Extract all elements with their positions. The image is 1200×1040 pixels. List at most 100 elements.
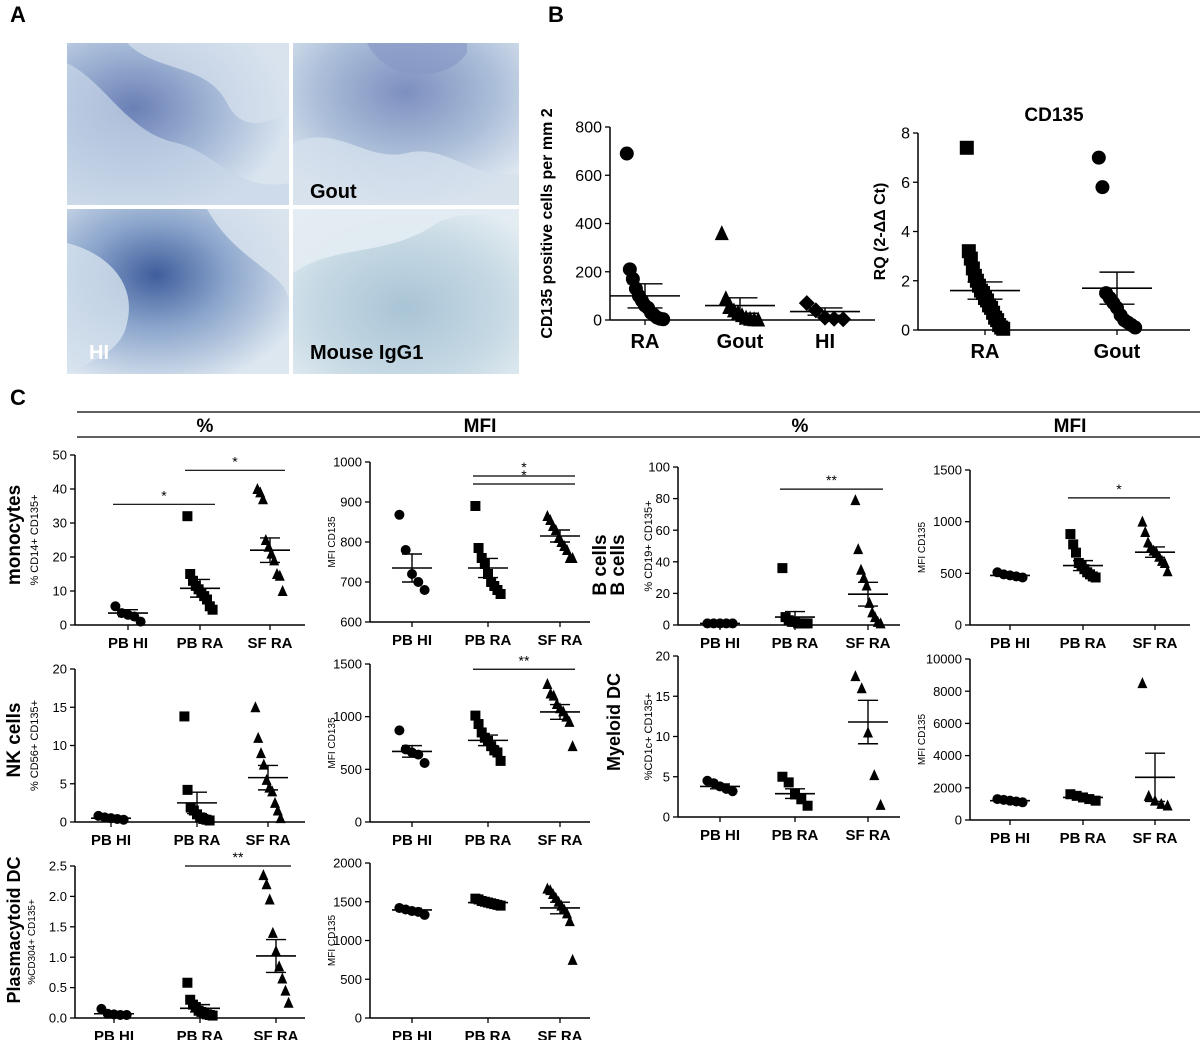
data-point bbox=[548, 689, 559, 701]
data-point bbox=[492, 747, 503, 758]
data-point bbox=[277, 585, 288, 596]
significance-label: ** bbox=[519, 652, 530, 668]
panel-label-b: B bbox=[548, 2, 564, 27]
data-point bbox=[777, 563, 788, 574]
data-point bbox=[1071, 547, 1081, 558]
data-point bbox=[394, 509, 405, 520]
data-point bbox=[564, 715, 575, 727]
chart-B1: 0 200 400 600 800 RA Gout HI CD135 positive cell… bbox=[539, 108, 875, 353]
y-axis-label: MFI CD135 bbox=[917, 714, 928, 766]
data-point bbox=[473, 719, 484, 730]
data-point bbox=[1162, 799, 1173, 811]
y-tick-label: 0.5 bbox=[49, 980, 67, 995]
significance-label: * bbox=[232, 453, 238, 469]
x-tick-label: PB RA bbox=[772, 827, 819, 844]
x-tick-label: PB RA bbox=[177, 635, 224, 652]
data-point bbox=[1156, 797, 1167, 809]
chart-mdc_mfi: 0 2000 4000 6000 8000 10000 PB HI PB RA SF RA MFI… bbox=[917, 652, 1190, 847]
y-tick-label: 40 bbox=[656, 554, 670, 569]
y-tick-label: 0 bbox=[60, 618, 67, 633]
x-tick-label: PB HI bbox=[700, 827, 740, 844]
data-point bbox=[1017, 797, 1028, 808]
x-tick-label: PB HI bbox=[108, 635, 148, 652]
chart-b_mfi: 0 500 1000 1500 PB HI PB RA SF RA MFI CD135 * bbox=[917, 463, 1190, 652]
header-label-2: % bbox=[792, 416, 809, 437]
y-tick-label: 2 bbox=[901, 273, 910, 290]
data-point bbox=[275, 812, 286, 824]
micrograph-label-isotype: Mouse IgG1 bbox=[310, 342, 424, 364]
header-label-1: MFI bbox=[464, 416, 497, 437]
data-point bbox=[1068, 539, 1079, 550]
x-tick-label: PB HI bbox=[392, 632, 432, 649]
data-point bbox=[777, 771, 788, 782]
data-point bbox=[258, 493, 268, 505]
data-point bbox=[751, 311, 766, 327]
y-tick-label: 10 bbox=[656, 729, 670, 744]
x-tick-label: RA bbox=[631, 331, 660, 353]
data-point bbox=[274, 569, 285, 581]
y-tick-label: 500 bbox=[340, 762, 362, 777]
data-point bbox=[495, 589, 506, 599]
data-point bbox=[562, 544, 572, 555]
data-point bbox=[1065, 529, 1076, 540]
significance-label: ** bbox=[826, 472, 837, 488]
data-point bbox=[1091, 150, 1106, 165]
y-axis-label: MFI CD135 bbox=[327, 915, 338, 967]
y-tick-label: 500 bbox=[940, 566, 962, 581]
data-point bbox=[619, 146, 634, 161]
x-tick-label: PB HI bbox=[91, 832, 131, 849]
row-title-myeloid: Myeloid DC bbox=[604, 673, 624, 771]
x-tick-label: SF RA bbox=[1133, 830, 1178, 847]
data-point bbox=[802, 618, 813, 629]
data-point bbox=[253, 731, 264, 743]
data-point bbox=[1159, 557, 1170, 568]
y-tick-label: 400 bbox=[575, 216, 602, 233]
row-title-pdc: Plasmacytoid DC bbox=[4, 856, 24, 1003]
y-tick-label: 0 bbox=[955, 813, 962, 828]
y-tick-label: 4 bbox=[901, 224, 910, 241]
data-point bbox=[959, 140, 974, 155]
x-tick-label: PB RA bbox=[465, 1028, 512, 1040]
data-point bbox=[207, 1010, 218, 1021]
data-point bbox=[188, 575, 198, 586]
y-tick-label: 20 bbox=[53, 550, 67, 565]
x-tick-label: PB RA bbox=[1060, 635, 1107, 652]
x-tick-label: PB RA bbox=[772, 635, 819, 652]
data-point bbox=[135, 616, 146, 627]
data-point bbox=[562, 907, 572, 919]
y-tick-label: 0 bbox=[663, 810, 670, 825]
data-point bbox=[858, 571, 869, 583]
data-point bbox=[567, 740, 578, 752]
x-tick-label: Gout bbox=[1094, 341, 1141, 363]
y-tick-label: 1500 bbox=[933, 463, 962, 478]
panel-label-a: A bbox=[10, 2, 26, 27]
y-tick-label: 1000 bbox=[333, 455, 362, 470]
data-point bbox=[267, 926, 278, 938]
data-point bbox=[400, 545, 411, 555]
data-point bbox=[850, 670, 861, 682]
chart-mono_pct: 0 10 20 30 40 50 PB HI PB RA SF RA % CD14+ CD135+… bbox=[29, 448, 305, 652]
x-tick-label: Gout bbox=[717, 331, 764, 353]
y-tick-label: 100 bbox=[648, 460, 670, 475]
data-point bbox=[714, 225, 729, 241]
data-point bbox=[802, 800, 813, 811]
significance-label: * bbox=[1116, 481, 1122, 497]
y-tick-label: 8000 bbox=[933, 684, 962, 699]
data-point bbox=[542, 678, 553, 690]
significance-label: * bbox=[521, 459, 527, 475]
data-point bbox=[1137, 515, 1148, 527]
y-axis-label: MFI CD135 bbox=[327, 516, 338, 568]
data-point bbox=[869, 769, 880, 781]
chart-pdc_mfi: 0 500 1000 1500 2000 PB HI PB RA SF RA MFI CD135 bbox=[327, 856, 590, 1040]
data-point bbox=[853, 543, 864, 555]
y-tick-label: 20 bbox=[656, 649, 670, 664]
y-tick-label: 600 bbox=[340, 615, 362, 630]
x-tick-label: SF RA bbox=[538, 832, 583, 849]
data-point bbox=[996, 321, 1011, 336]
data-point bbox=[277, 972, 288, 984]
data-point bbox=[861, 579, 872, 591]
micrograph-label-hi: HI bbox=[89, 342, 109, 364]
x-tick-label: SF RA bbox=[846, 635, 891, 652]
